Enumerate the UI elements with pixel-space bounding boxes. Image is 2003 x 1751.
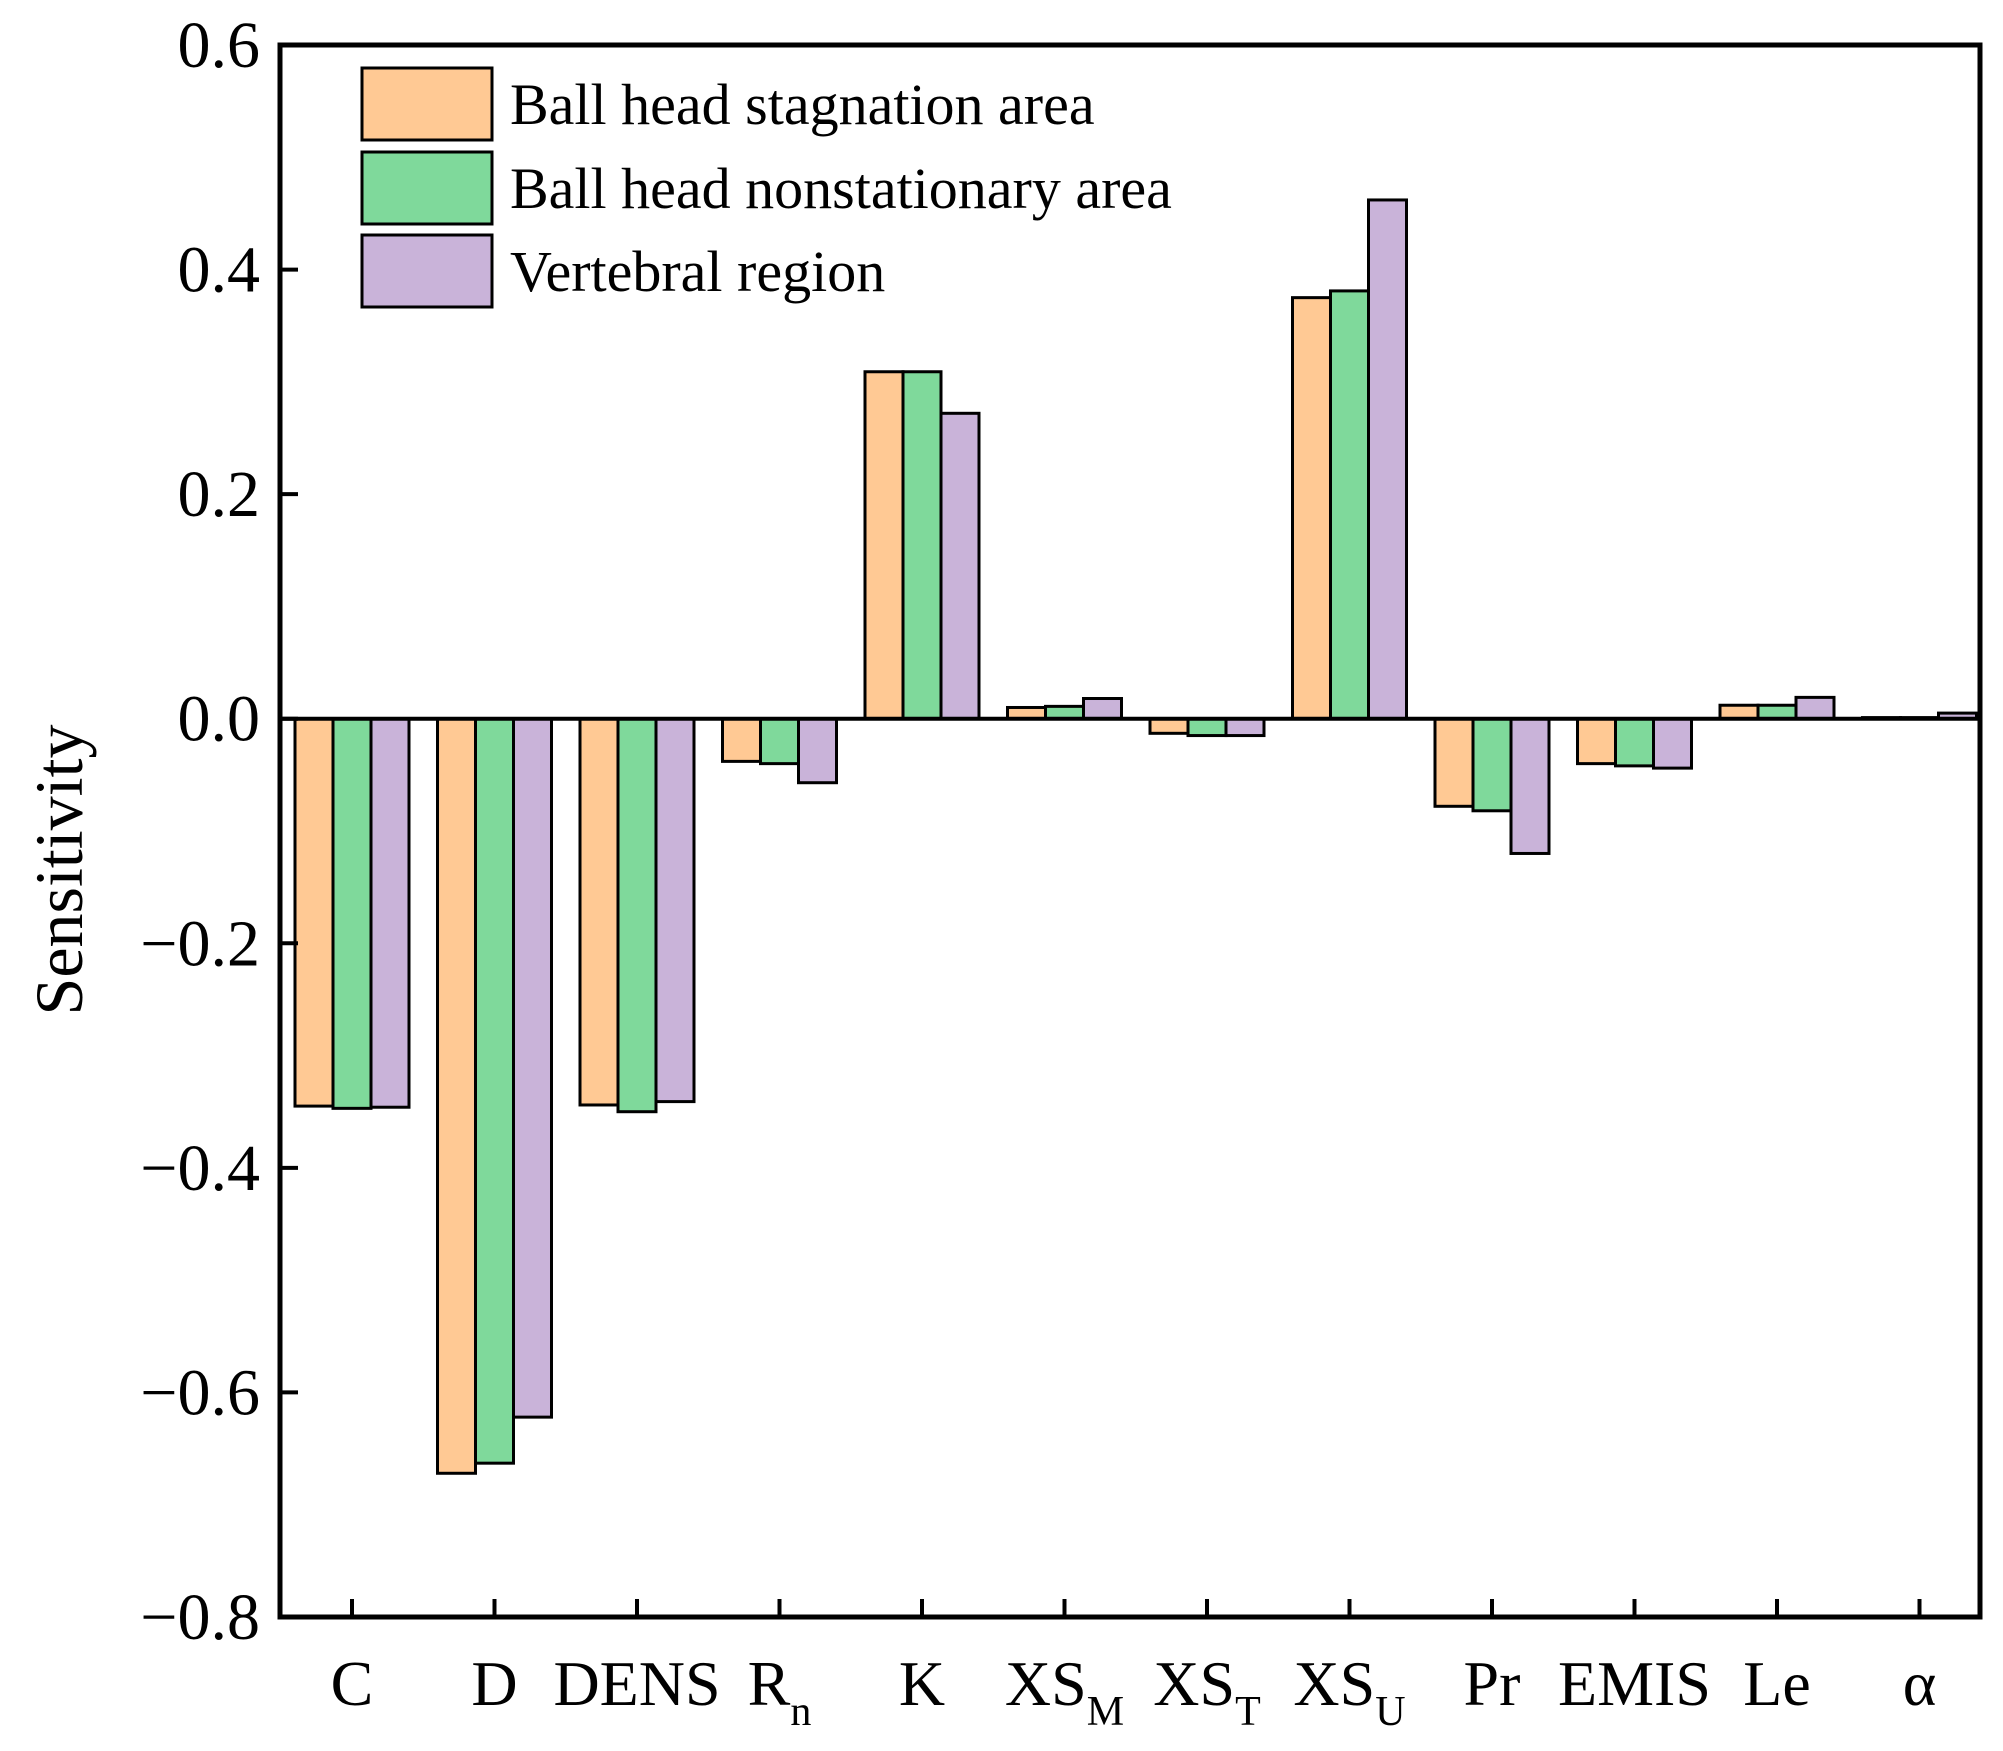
y-tick-label: −0.8 [140,1581,260,1654]
bar-2-7 [1186,717,1228,738]
bar-1-10 [1576,717,1617,766]
bar-2-2 [474,717,515,1465]
x-tick-label: XSU [1293,1648,1405,1735]
legend-label-1: Ball head stagnation area [510,72,1095,137]
y-tick-label: 0.6 [178,9,261,82]
legend: Ball head stagnation area Ball head nonst… [360,66,1172,309]
x-tick-label: D [471,1648,517,1719]
bar-1-1 [293,717,335,1108]
plot-frame [277,42,1983,1620]
bar-1-9 [1433,717,1475,808]
y-tick-label: 0.0 [178,683,261,756]
bar-3-10 [1652,717,1693,770]
bar-1-3 [578,717,620,1107]
plot-border [277,42,1983,1620]
x-axis: C D DENS Rn K XSM XST XSU Pr EMIS Le α [331,1599,1937,1735]
bar-2-10 [1614,717,1655,768]
y-tick-label: −0.6 [140,1356,260,1429]
bar-1-8 [1291,296,1332,721]
bar-3-8 [1367,198,1408,721]
bar-3-7 [1224,717,1266,738]
legend-swatch-3 [360,233,494,309]
bar-2-8 [1329,289,1370,721]
bar-3-11 [1794,695,1836,721]
x-tick-label: XSM [1005,1648,1124,1735]
legend-label-3: Vertebral region [510,239,885,304]
bar-2-4 [759,717,800,766]
y-axis: 0.6 0.4 0.2 0.0 −0.2 −0.4 −0.6 −0.8 [140,9,298,1654]
bar-3-6 [1082,697,1123,721]
bar-1-5 [863,370,905,721]
y-axis-title: Sensitivity [21,725,97,1016]
legend-swatch-2 [360,150,494,226]
bar-2-9 [1471,717,1513,813]
bar-1-2 [436,717,477,1475]
bar-2-11 [1756,703,1798,721]
x-tick-label: C [331,1648,374,1719]
bar-2-1 [331,717,373,1110]
bar-1-7 [1148,717,1190,735]
y-tick-label: 0.4 [178,234,261,307]
legend-swatch-1 [360,66,494,142]
x-tick-label: Pr [1464,1648,1521,1719]
x-tick-label: Le [1743,1648,1811,1719]
x-tick-label: EMIS [1558,1648,1711,1719]
bar-3-9 [1509,717,1551,855]
bar-3-1 [369,717,411,1109]
bar-3-4 [797,717,838,785]
bars-layer [293,198,1978,1475]
bar-1-4 [721,717,762,763]
bar-3-5 [939,411,981,721]
bar-3-3 [654,717,696,1104]
x-tick-label: XST [1153,1648,1260,1735]
legend-label-2: Ball head nonstationary area [510,156,1172,221]
y-tick-label: −0.4 [140,1132,260,1205]
y-tick-label: −0.2 [140,907,260,980]
bar-1-11 [1718,703,1760,721]
bar-3-2 [512,717,553,1419]
y-tick-label: 0.2 [178,458,261,531]
bar-2-3 [616,717,658,1114]
x-tick-label: Rn [748,1648,812,1735]
x-tick-label: K [899,1648,945,1719]
x-tick-label: DENS [553,1648,720,1719]
x-tick-label: α [1903,1648,1937,1719]
bar-2-5 [901,370,943,721]
